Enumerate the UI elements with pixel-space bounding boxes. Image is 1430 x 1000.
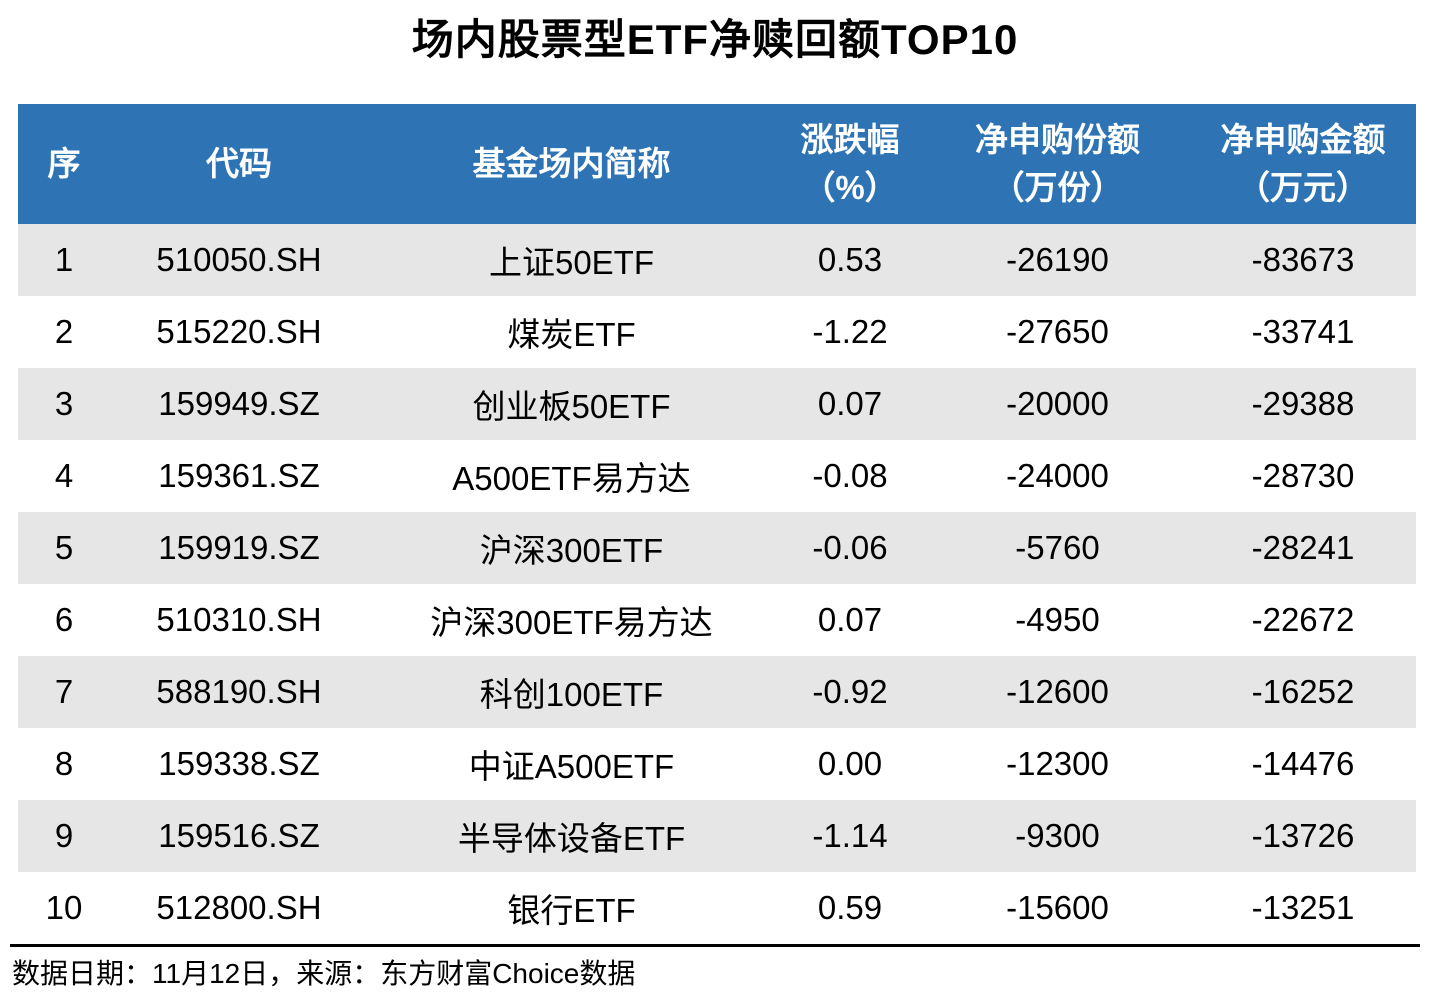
cell-name: 煤炭ETF xyxy=(507,316,636,354)
col-header-label: 代码 xyxy=(206,145,272,183)
cell-shares: -20000 xyxy=(1006,385,1109,423)
table-row: 6 510310.SH 沪深300ETF易方达 0.07 -4950 -2267… xyxy=(18,584,1416,657)
cell-amount: -33741 xyxy=(1251,313,1355,351)
source-note: 数据日期：11月12日，来源：东方财富Choice数据 xyxy=(12,958,636,990)
cell-change: 0.00 xyxy=(817,745,883,783)
cell-code: 512800.SH xyxy=(156,889,322,927)
col-header-label: 基金场内简称 xyxy=(472,145,671,183)
cell-amount: -22672 xyxy=(1251,601,1355,639)
col-header-code: 代码 xyxy=(110,104,368,225)
cell-amount: -29388 xyxy=(1251,385,1355,423)
cell-change: -0.06 xyxy=(812,529,888,567)
cell-shares: -27650 xyxy=(1006,313,1109,351)
table-row: 4 159361.SZ A500ETF易方达 -0.08 -24000 -287… xyxy=(18,440,1416,513)
cell-seq: 5 xyxy=(54,529,74,567)
col-header-name: 基金场内简称 xyxy=(368,104,775,225)
cell-shares: -15600 xyxy=(1006,889,1109,927)
cell-code: 510050.SH xyxy=(156,241,322,279)
cell-amount: -16252 xyxy=(1251,673,1355,711)
col-header-unit: （万元） xyxy=(1237,169,1369,207)
col-header-label: 净申购金额 xyxy=(1220,121,1386,159)
cell-shares: -24000 xyxy=(1006,457,1109,495)
cell-seq: 2 xyxy=(54,313,74,351)
cell-code: 510310.SH xyxy=(156,601,322,639)
col-header-shares: 净申购份额 （万份） xyxy=(925,104,1190,225)
cell-amount: -83673 xyxy=(1251,241,1355,279)
table-row: 9 159516.SZ 半导体设备ETF -1.14 -9300 -13726 xyxy=(18,800,1416,873)
cell-shares: -12300 xyxy=(1006,745,1109,783)
cell-shares: -5760 xyxy=(1015,529,1100,567)
cell-amount: -28241 xyxy=(1251,529,1355,567)
cell-amount: -14476 xyxy=(1251,745,1355,783)
col-header-label: 净申购份额 xyxy=(975,121,1140,159)
cell-seq: 10 xyxy=(45,889,83,927)
cell-code: 159919.SZ xyxy=(158,529,320,567)
table-row: 10 512800.SH 银行ETF 0.59 -15600 -13251 xyxy=(18,872,1416,945)
cell-code: 159361.SZ xyxy=(158,457,320,495)
table-row: 3 159949.SZ 创业板50ETF 0.07 -20000 -29388 xyxy=(18,368,1416,441)
cell-code: 515220.SH xyxy=(156,313,322,351)
cell-name: 沪深300ETF xyxy=(479,532,664,570)
cell-change: 0.53 xyxy=(817,241,883,279)
col-header-change: 涨跌幅 （%） xyxy=(775,104,925,225)
cell-shares: -4950 xyxy=(1015,601,1100,639)
col-header-label: 涨跌幅 xyxy=(800,121,900,159)
cell-change: -0.08 xyxy=(812,457,888,495)
table-row: 5 159919.SZ 沪深300ETF -0.06 -5760 -28241 xyxy=(18,512,1416,585)
cell-amount: -13726 xyxy=(1251,817,1355,855)
cell-seq: 6 xyxy=(54,601,74,639)
col-header-unit: （万份） xyxy=(991,169,1124,207)
table-header-row: 序 代码 基金场内简称 涨跌幅 （%） 净申购份额 （万份） 净申购金额 xyxy=(18,104,1416,225)
cell-name: 科创100ETF xyxy=(479,676,664,714)
cell-shares: -26190 xyxy=(1006,241,1109,279)
cell-seq: 4 xyxy=(54,457,74,495)
page-title: 场内股票型ETF净赎回额TOP10 xyxy=(411,16,1019,63)
table-row: 2 515220.SH 煤炭ETF -1.22 -27650 -33741 xyxy=(18,296,1416,369)
cell-change: -1.14 xyxy=(812,817,888,855)
cell-name: 上证50ETF xyxy=(488,244,655,282)
cell-seq: 7 xyxy=(54,673,74,711)
cell-code: 159516.SZ xyxy=(158,817,320,855)
cell-seq: 9 xyxy=(54,817,74,855)
cell-name: 中证A500ETF xyxy=(468,748,675,786)
cell-change: -0.92 xyxy=(812,673,888,711)
cell-code: 159338.SZ xyxy=(158,745,320,783)
cell-name: 半导体设备ETF xyxy=(457,820,686,858)
cell-seq: 1 xyxy=(54,241,74,279)
cell-shares: -9300 xyxy=(1015,817,1100,855)
cell-name: 银行ETF xyxy=(507,892,636,930)
col-header-seq: 序 xyxy=(18,104,110,225)
cell-change: 0.07 xyxy=(817,601,883,639)
col-header-label: 序 xyxy=(47,145,81,183)
etf-table: 序 代码 基金场内简称 涨跌幅 （%） 净申购份额 （万份） 净申购金额 xyxy=(18,104,1416,945)
footer: 数据日期：11月12日，来源：东方财富Choice数据 xyxy=(10,944,1420,992)
col-header-unit: （%） xyxy=(802,169,898,207)
col-header-amount: 净申购金额 （万元） xyxy=(1190,104,1416,225)
cell-change: -1.22 xyxy=(812,313,888,351)
cell-change: 0.07 xyxy=(817,385,883,423)
cell-change: 0.59 xyxy=(817,889,883,927)
table-row: 1 510050.SH 上证50ETF 0.53 -26190 -83673 xyxy=(18,224,1416,297)
cell-seq: 8 xyxy=(54,745,74,783)
cell-shares: -12600 xyxy=(1006,673,1109,711)
cell-code: 588190.SH xyxy=(156,673,322,711)
table-row: 8 159338.SZ 中证A500ETF 0.00 -12300 -14476 xyxy=(18,728,1416,801)
cell-code: 159949.SZ xyxy=(158,385,320,423)
table-row: 7 588190.SH 科创100ETF -0.92 -12600 -16252 xyxy=(18,656,1416,729)
cell-amount: -13251 xyxy=(1251,889,1355,927)
cell-name: 沪深300ETF易方达 xyxy=(430,604,713,642)
cell-seq: 3 xyxy=(54,385,74,423)
cell-name: A500ETF易方达 xyxy=(452,460,691,498)
cell-amount: -28730 xyxy=(1251,457,1355,495)
cell-name: 创业板50ETF xyxy=(472,388,671,426)
